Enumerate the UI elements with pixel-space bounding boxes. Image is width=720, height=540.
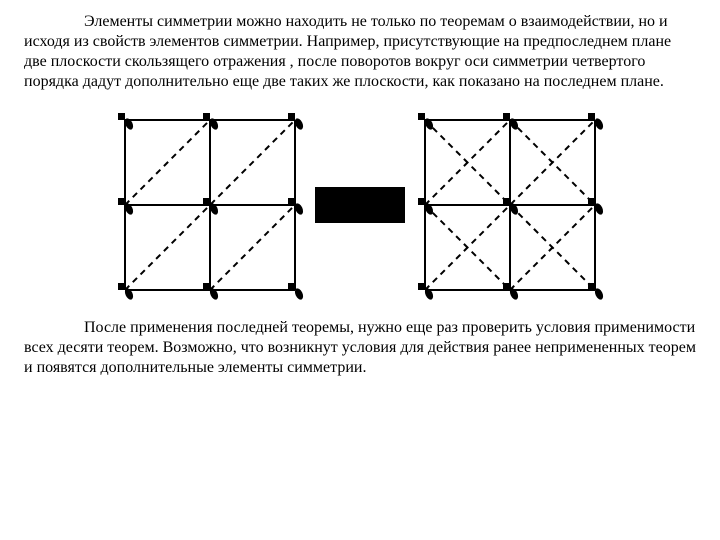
lattice-diagram-right — [415, 110, 605, 300]
arrow-block — [315, 187, 405, 223]
paragraph-2: После применения последней теоремы, нужн… — [0, 318, 720, 378]
paragraph-1: Элементы симметрии можно находить не тол… — [0, 0, 720, 92]
figure-row — [0, 110, 720, 300]
lattice-diagram-left — [115, 110, 305, 300]
